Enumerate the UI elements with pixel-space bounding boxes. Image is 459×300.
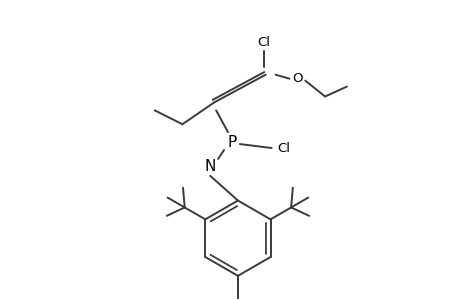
Text: Cl: Cl	[257, 37, 269, 50]
Text: O: O	[291, 72, 302, 85]
Text: N: N	[204, 159, 215, 174]
Text: Cl: Cl	[277, 142, 290, 154]
Text: P: P	[227, 135, 236, 150]
